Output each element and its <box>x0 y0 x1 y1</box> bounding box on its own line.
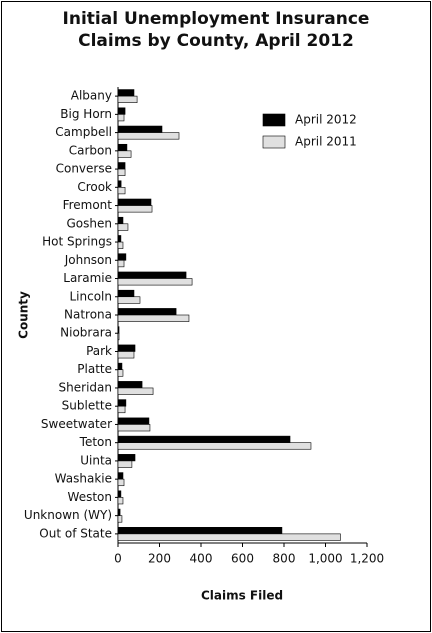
bar <box>117 89 135 97</box>
y-tick-label: Washakie <box>55 472 112 486</box>
bar <box>117 308 177 316</box>
y-tick-label: Fremont <box>63 198 113 212</box>
bar <box>117 150 132 158</box>
x-tick-label: 200 <box>148 552 171 566</box>
x-tick-label: 1,200 <box>350 552 384 566</box>
bar <box>117 132 180 140</box>
chart-title: Initial Unemployment Insurance Claims by… <box>62 9 370 51</box>
bar <box>117 168 126 176</box>
legend-swatch <box>262 135 286 149</box>
y-tick-label: Weston <box>68 490 112 504</box>
x-tick-label: 400 <box>190 552 213 566</box>
y-tick-label: Hot Springs <box>42 235 112 249</box>
bar <box>117 143 128 152</box>
bar <box>117 241 124 249</box>
bar <box>117 253 127 261</box>
bar <box>117 235 122 243</box>
bar <box>117 125 163 133</box>
y-tick-label: Teton <box>79 435 112 449</box>
y-tick-label: Unknown (WY) <box>24 508 112 522</box>
bar <box>117 478 125 487</box>
bar <box>117 114 125 122</box>
bar <box>117 289 135 298</box>
y-tick-label: Laramie <box>63 271 112 285</box>
legend-swatch <box>262 113 286 127</box>
x-tick-label: 1,000 <box>308 552 342 566</box>
bar <box>117 442 312 450</box>
legend-label: April 2011 <box>295 135 357 149</box>
bar <box>117 314 190 322</box>
bar <box>117 198 152 206</box>
y-tick-label: Out of State <box>39 526 112 540</box>
bar <box>117 205 153 213</box>
bar <box>117 223 129 231</box>
bar <box>117 490 122 498</box>
x-axis-title: Claims Filed <box>201 589 283 603</box>
bar <box>117 362 123 371</box>
bar <box>117 472 124 480</box>
y-tick-label: Uinta <box>80 453 112 467</box>
y-tick-label: Natrona <box>64 308 112 322</box>
y-tick-label: Goshen <box>67 216 113 230</box>
y-tick-label: Albany <box>71 89 112 103</box>
legend-label: April 2012 <box>295 113 357 127</box>
y-tick-label: Park <box>86 344 112 358</box>
bar <box>117 296 141 304</box>
y-tick-label: Niobrara <box>60 326 112 340</box>
y-tick-label: Sheridan <box>59 380 112 394</box>
y-tick-label: Sublette <box>62 399 112 413</box>
y-tick-label: Platte <box>77 362 112 376</box>
bar <box>117 107 126 115</box>
y-tick-label: Big Horn <box>60 107 112 121</box>
y-tick-label: Sweetwater <box>41 417 112 431</box>
bar <box>117 95 138 103</box>
bar <box>117 369 124 377</box>
bar <box>117 259 125 268</box>
bar <box>117 417 150 425</box>
bar <box>117 460 133 468</box>
x-tick-label: 800 <box>273 552 296 566</box>
bar <box>117 533 341 541</box>
bar <box>117 332 120 341</box>
y-tick-label: Crook <box>77 180 112 194</box>
y-tick-label: Johnson <box>64 253 112 267</box>
bar <box>117 515 123 523</box>
y-tick-label: Carbon <box>69 143 112 157</box>
bar <box>117 381 143 389</box>
bar <box>117 405 126 414</box>
bar <box>117 387 154 395</box>
y-tick-label: Converse <box>56 162 112 176</box>
bar <box>117 162 126 170</box>
bar <box>117 527 283 535</box>
y-tick-label: Campbell <box>55 125 112 139</box>
bar <box>117 326 120 334</box>
bar <box>117 399 127 407</box>
bar <box>117 508 121 516</box>
bar <box>117 180 122 188</box>
y-axis-title: County <box>17 291 31 339</box>
bar <box>117 454 136 462</box>
bar <box>117 424 151 432</box>
bar <box>117 435 291 443</box>
x-tick-label: 600 <box>231 552 254 566</box>
bar <box>117 344 136 352</box>
bar <box>117 216 124 225</box>
x-tick-label: 0 <box>114 552 122 566</box>
y-tick-label: Lincoln <box>69 289 112 303</box>
bar <box>117 351 135 359</box>
bar <box>117 271 187 279</box>
bar <box>117 187 126 195</box>
bar <box>117 278 193 286</box>
bar <box>117 497 124 505</box>
